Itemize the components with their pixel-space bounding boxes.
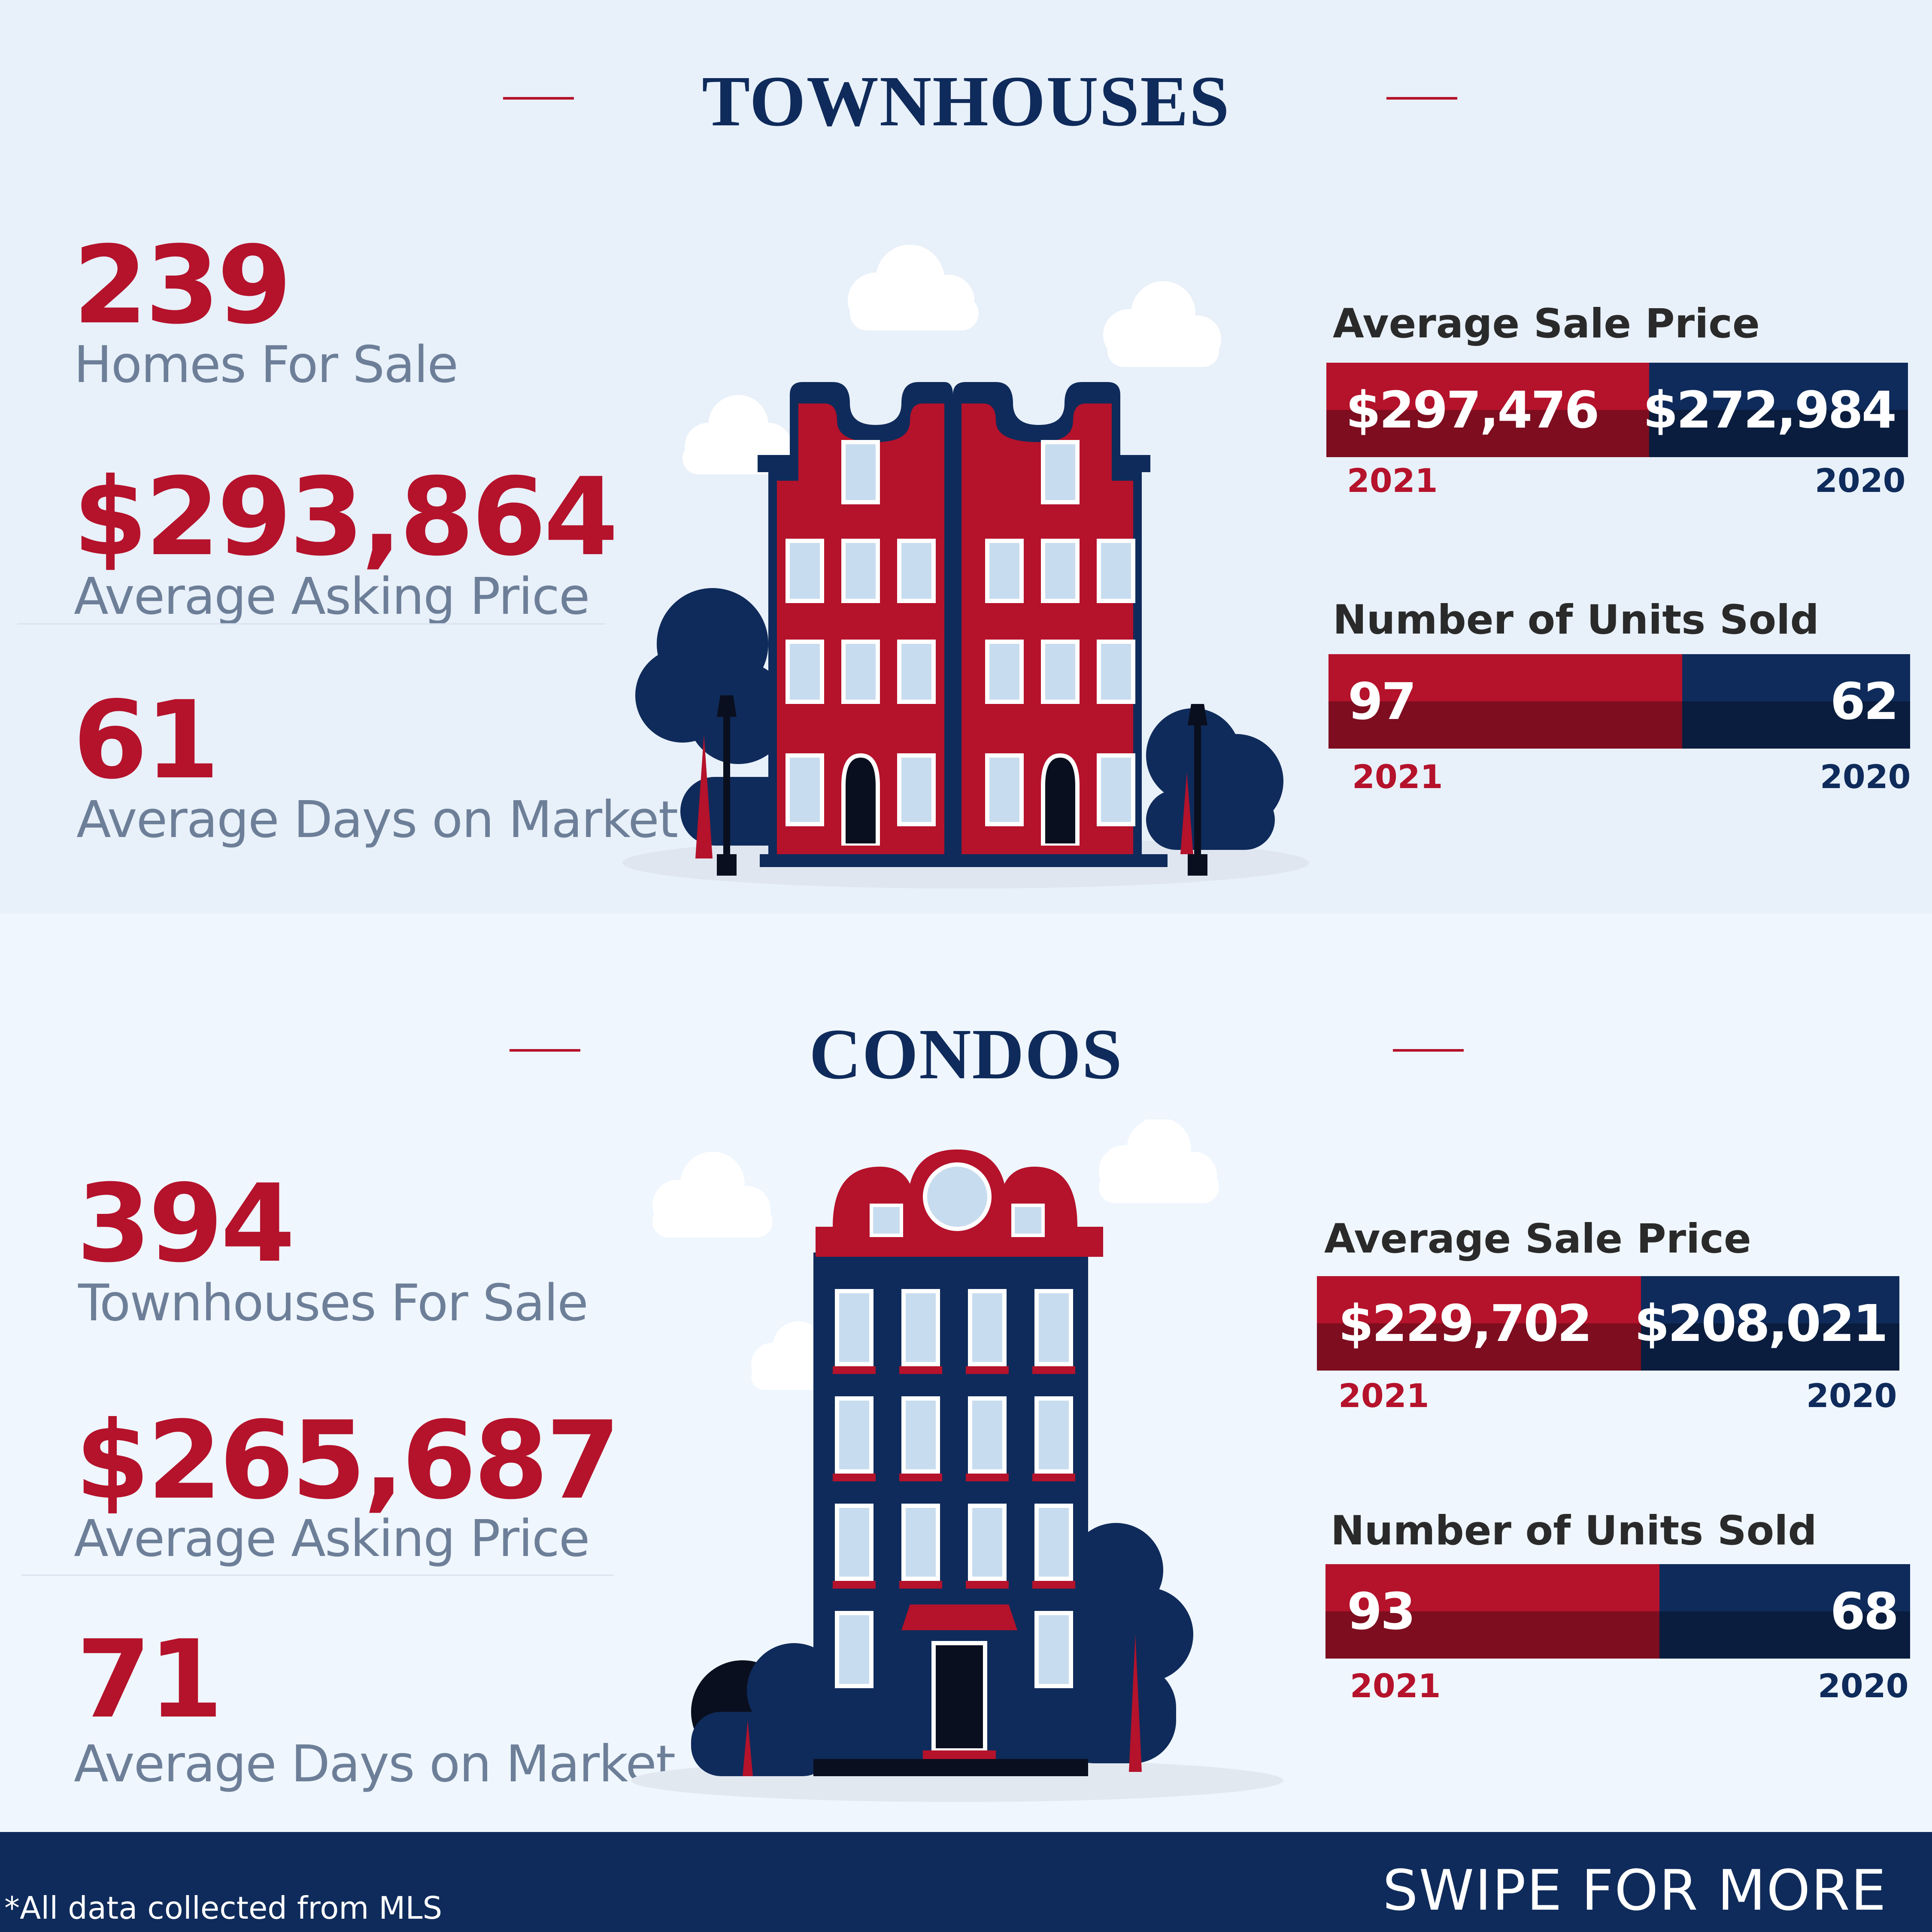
footer-bar: *All data collected from MLS SWIPE FOR M… (0, 1832, 1932, 1932)
townhouses-for-sale-label: Townhouses For Sale (78, 1273, 588, 1332)
avg-asking-price-value: $293,864 (73, 455, 619, 579)
avg-sale-price-title: Average Sale Price (1324, 1216, 1751, 1262)
avg-sale-price-2020-value: $272,984 (1643, 380, 1897, 440)
title-rule-left (503, 97, 574, 100)
units-sold-2020-year: 2020 (1818, 1667, 1909, 1705)
avg-sale-price-bar: $297,476 $272,984 (1326, 363, 1908, 457)
units-sold-2021-value: 97 (1348, 672, 1416, 731)
units-sold-bar: 93 68 (1325, 1564, 1910, 1659)
units-sold-2021-segment: 97 (1328, 654, 1682, 749)
avg-sale-price-2020-segment: $208,021 (1634, 1276, 1899, 1371)
avg-days-label: Average Days on Market (76, 790, 678, 849)
townhouses-section: TOWNHOUSES 239 Homes For Sale $293,864 A… (0, 0, 1932, 913)
units-sold-2021-value: 93 (1347, 1582, 1416, 1641)
units-sold-title: Number of Units Sold (1333, 597, 1819, 643)
units-sold-2021-year: 2021 (1350, 1667, 1441, 1705)
avg-sale-price-2020-value: $208,021 (1634, 1294, 1888, 1353)
homes-for-sale-value: 239 (73, 223, 292, 348)
title-rule-left (510, 1049, 580, 1052)
units-sold-2020-value: 68 (1830, 1582, 1899, 1641)
swipe-for-more-cta[interactable]: SWIPE FOR MORE (1383, 1858, 1887, 1923)
units-sold-2020-segment: 62 (1682, 654, 1910, 749)
avg-asking-price-label: Average Asking Price (74, 567, 590, 626)
title-rule-right (1386, 97, 1457, 100)
townhouse-building-icon (622, 245, 1309, 889)
avg-sale-price-2021-value: $297,476 (1346, 380, 1600, 440)
condo-building-icon (631, 1119, 1283, 1802)
avg-sale-price-bar: $229,702 $208,021 (1317, 1276, 1899, 1371)
section-title: TOWNHOUSES (702, 61, 1230, 141)
condos-section: CONDOS 394 Townhouses For Sale $265,687 … (0, 913, 1932, 1832)
avg-sale-price-2021-segment: $229,702 (1317, 1276, 1641, 1371)
avg-sale-price-2020-segment: $272,984 (1643, 363, 1908, 457)
units-sold-2020-year: 2020 (1820, 758, 1911, 796)
avg-sale-price-2021-year: 2021 (1347, 461, 1438, 500)
avg-asking-price-label: Average Asking Price (74, 1509, 590, 1568)
stat-divider (21, 1574, 614, 1576)
section-title: CONDOS (809, 1014, 1123, 1094)
units-sold-2021-year: 2021 (1352, 758, 1443, 796)
avg-days-value: 61 (73, 678, 220, 803)
units-sold-2020-segment: 68 (1659, 1564, 1910, 1659)
units-sold-bar: 97 62 (1328, 654, 1910, 749)
units-sold-2021-segment: 93 (1325, 1564, 1659, 1659)
avg-sale-price-2021-year: 2021 (1338, 1377, 1429, 1415)
stat-divider (17, 623, 605, 625)
townhouses-for-sale-value: 394 (76, 1161, 295, 1286)
avg-sale-price-title: Average Sale Price (1333, 300, 1760, 347)
title-rule-right (1393, 1049, 1464, 1052)
homes-for-sale-label: Homes For Sale (74, 335, 458, 394)
avg-days-value: 71 (76, 1617, 223, 1742)
avg-days-label: Average Days on Market (74, 1734, 676, 1793)
units-sold-2020-value: 62 (1830, 672, 1899, 731)
avg-sale-price-2021-segment: $297,476 (1326, 363, 1649, 457)
avg-sale-price-2021-value: $229,702 (1338, 1294, 1592, 1353)
avg-sale-price-2020-year: 2020 (1806, 1377, 1897, 1415)
avg-sale-price-2020-year: 2020 (1815, 461, 1906, 500)
units-sold-title: Number of Units Sold (1331, 1507, 1817, 1554)
avg-asking-price-value: $265,687 (75, 1398, 621, 1523)
footer-source-note: *All data collected from MLS (4, 1890, 443, 1926)
